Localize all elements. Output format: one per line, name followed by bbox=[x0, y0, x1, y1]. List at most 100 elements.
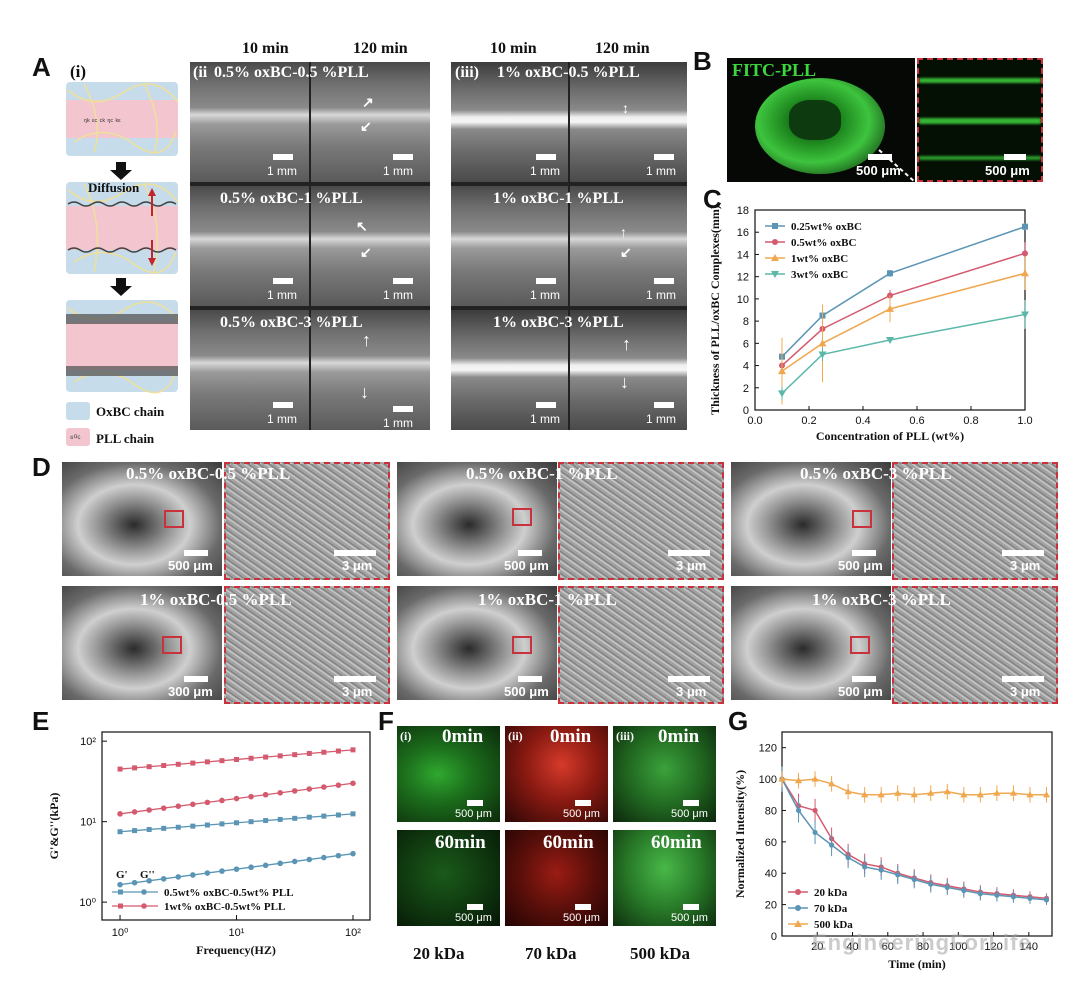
arrow-icon: ↓ bbox=[360, 382, 369, 402]
scale-text: 500 μm bbox=[985, 163, 1030, 178]
legend-label: 1wt% oxBC bbox=[791, 253, 848, 265]
image-iii-r2-120min bbox=[570, 186, 687, 306]
series-line bbox=[781, 252, 1026, 367]
scale-bar bbox=[467, 904, 483, 910]
y-axis-label: G'&G''(kPa) bbox=[47, 793, 61, 860]
scale-text: 500 μm bbox=[838, 684, 883, 699]
data-point bbox=[131, 879, 138, 886]
down-red-arrow-icon bbox=[148, 258, 156, 266]
data-point bbox=[1009, 789, 1018, 796]
data-point bbox=[818, 339, 827, 347]
zoom-region-box bbox=[852, 510, 872, 528]
data-point bbox=[146, 807, 152, 813]
scale-text: 1 mm bbox=[646, 288, 676, 302]
x-tick-label: 10¹ bbox=[229, 927, 245, 939]
zoom-region-box bbox=[850, 636, 870, 654]
data-point bbox=[944, 884, 950, 890]
scale-text: 1 mm bbox=[383, 416, 413, 430]
data-point bbox=[1021, 311, 1029, 319]
data-point bbox=[827, 780, 836, 787]
panel-label-a: A bbox=[32, 52, 51, 82]
schematic-pll-band-1 bbox=[66, 100, 178, 138]
scale-bar bbox=[1002, 550, 1044, 556]
data-point bbox=[1026, 791, 1034, 798]
scale-text: 500 μm bbox=[671, 808, 708, 820]
data-point bbox=[190, 760, 196, 766]
data-point bbox=[175, 761, 181, 767]
scale-bar bbox=[575, 904, 591, 910]
fluor-20kda-60min bbox=[397, 830, 500, 926]
data-point bbox=[927, 789, 935, 796]
data-point bbox=[175, 874, 182, 880]
panel-label-c: C bbox=[703, 184, 722, 214]
data-point bbox=[219, 868, 225, 874]
down-arrow-icon bbox=[110, 162, 132, 180]
scale-text: 1 mm bbox=[267, 164, 297, 178]
data-point bbox=[248, 755, 254, 761]
arrow-icon: ↑ bbox=[620, 224, 627, 240]
legend-marker bbox=[141, 889, 147, 895]
scale-text: 500 μm bbox=[838, 558, 883, 573]
arrow-icon: ↖ bbox=[356, 218, 368, 234]
y-tick-label: 8 bbox=[743, 316, 749, 328]
data-point bbox=[335, 782, 342, 788]
data-point bbox=[910, 791, 918, 798]
data-point bbox=[117, 881, 123, 888]
scale-text: 1 mm bbox=[383, 288, 413, 302]
legend-label: 3wt% oxBC bbox=[791, 269, 848, 281]
y-tick-label: 60 bbox=[765, 837, 777, 849]
thickness-chart: 0 2 4 6 8 10 12 14 16 18 0.0 0.2 0.4 0.6 0.8 1.0 Concent… bbox=[708, 205, 1033, 443]
data-point bbox=[263, 818, 269, 824]
scale-text: 3 μm bbox=[342, 684, 373, 699]
data-point bbox=[204, 822, 210, 828]
sem-overview-3 bbox=[731, 462, 891, 576]
diffusion-schematic: ᵑᵏ ᵋᶜ ᶜᵏ ᵑᶜ ᵏᵋ ⁶⁰ᶜ bbox=[66, 82, 179, 446]
sem-label-4: 1% oxBC-0.5 %PLL bbox=[140, 590, 292, 609]
scale-bar bbox=[654, 278, 674, 284]
legend-label: 70 kDa bbox=[814, 903, 848, 915]
data-point bbox=[993, 789, 1001, 796]
data-point bbox=[234, 756, 240, 762]
data-point bbox=[350, 850, 356, 857]
scale-bar bbox=[536, 402, 556, 408]
label-iii-row2: 1% oxBC-1 %PLL bbox=[493, 190, 624, 207]
panel-a-sub-i: (i) bbox=[70, 62, 87, 81]
data-point bbox=[219, 797, 225, 804]
legend-marker bbox=[118, 903, 123, 909]
data-point bbox=[190, 872, 196, 878]
scale-text: 3 μm bbox=[676, 558, 707, 573]
data-point bbox=[277, 816, 283, 822]
data-point bbox=[204, 759, 210, 765]
scale-bar bbox=[852, 676, 876, 682]
data-point bbox=[812, 829, 818, 836]
sem-zoom-4 bbox=[224, 586, 390, 704]
panel-label-e: E bbox=[32, 706, 50, 736]
mw-label-500kda: 500 kDa bbox=[630, 944, 690, 963]
x-tick-label: 10² bbox=[345, 927, 361, 939]
scale-text: 500 μm bbox=[671, 912, 708, 924]
data-point bbox=[886, 337, 894, 344]
data-point bbox=[321, 813, 327, 819]
legend-label: 0.5wt% oxBC-0.5wt% PLL bbox=[164, 887, 294, 899]
data-point bbox=[291, 858, 298, 865]
scale-bar bbox=[868, 154, 892, 160]
data-point bbox=[146, 826, 152, 832]
data-point bbox=[350, 780, 356, 787]
scale-bar bbox=[1004, 154, 1026, 160]
fluor-70kda-0min bbox=[505, 726, 608, 822]
scale-text: 3 μm bbox=[342, 558, 373, 573]
image-ii-r3-10min bbox=[190, 310, 309, 430]
data-point bbox=[160, 805, 167, 811]
time-60min-label: 60min bbox=[543, 832, 594, 853]
legend-marker bbox=[795, 905, 801, 911]
data-point bbox=[960, 791, 968, 798]
scale-text: 3 μm bbox=[1010, 684, 1041, 699]
scale-bar bbox=[334, 550, 376, 556]
data-point bbox=[1022, 250, 1028, 257]
legend-label: 0.25wt% oxBC bbox=[791, 221, 862, 233]
up-arrow-icon bbox=[148, 188, 156, 196]
data-point bbox=[175, 824, 181, 830]
data-point bbox=[234, 820, 240, 826]
arrow-icon: ↕ bbox=[622, 100, 629, 116]
data-point bbox=[335, 748, 341, 754]
